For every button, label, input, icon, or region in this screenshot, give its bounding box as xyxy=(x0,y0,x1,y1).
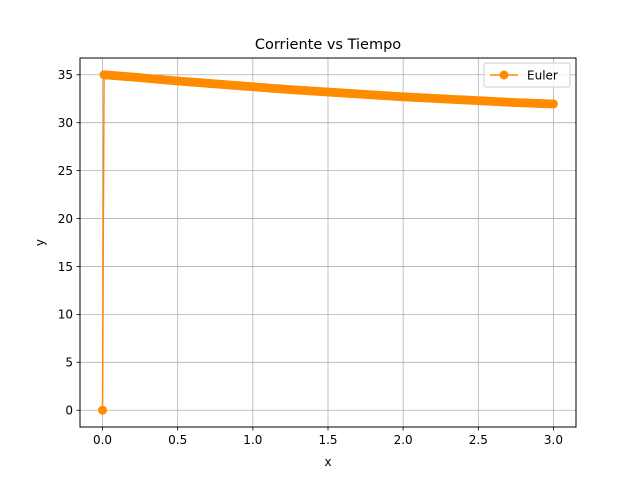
legend-box xyxy=(483,62,571,88)
data-point xyxy=(548,99,558,109)
data-point xyxy=(98,405,108,415)
x-tick-label: 1.5 xyxy=(318,433,337,447)
y-tick-label: 25 xyxy=(58,164,73,178)
y-axis-label: y xyxy=(33,239,47,246)
y-axis: 0 5 10 15 20 25 30 35 xyxy=(58,68,80,418)
x-tick-label: 1.0 xyxy=(243,433,262,447)
x-tick-label: 0.0 xyxy=(93,433,112,447)
series-layer xyxy=(98,70,558,415)
x-axis: 0.0 0.5 1.0 1.5 2.0 2.5 3.0 xyxy=(93,427,563,447)
y-tick-label: 35 xyxy=(58,68,73,82)
chart-title: Corriente vs Tiempo xyxy=(255,37,401,53)
x-axis-label: x xyxy=(324,455,331,469)
grid xyxy=(80,58,576,427)
y-tick-label: 15 xyxy=(58,260,73,274)
legend-marker-euler xyxy=(499,70,509,80)
y-tick-label: 0 xyxy=(65,404,73,418)
x-tick-label: 3.0 xyxy=(544,433,563,447)
y-tick-label: 30 xyxy=(58,116,73,130)
x-tick-label: 2.5 xyxy=(469,433,488,447)
y-tick-label: 10 xyxy=(58,308,73,322)
y-tick-label: 20 xyxy=(58,212,73,226)
y-tick-label: 5 xyxy=(65,356,73,370)
x-tick-label: 0.5 xyxy=(168,433,187,447)
x-tick-label: 2.0 xyxy=(394,433,413,447)
legend: Euler xyxy=(483,62,571,88)
legend-label-euler: Euler xyxy=(527,69,558,83)
